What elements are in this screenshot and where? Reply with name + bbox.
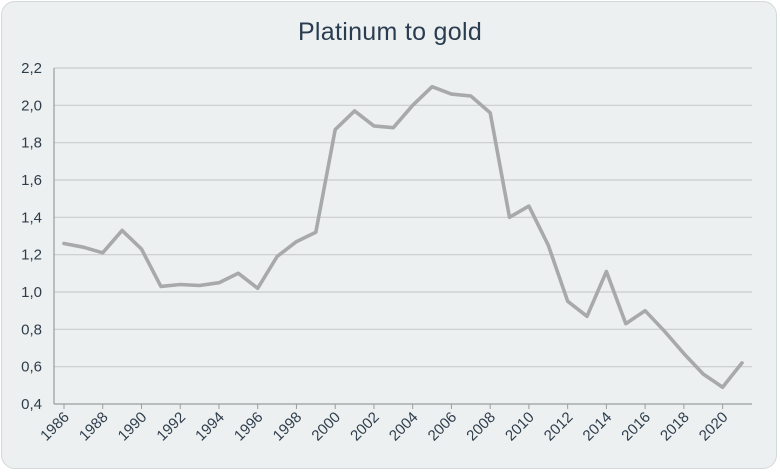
x-tick-label: 1994 [192,409,228,445]
x-tick-label: 1988 [76,409,112,445]
x-tick-label: 2002 [347,409,383,445]
series-group [62,84,744,390]
x-tick-label: 2012 [541,409,577,445]
x-tick-label: 2004 [386,409,422,445]
y-tick-label: 0,8 [21,321,42,338]
y-tick-label: 1,4 [21,209,42,226]
x-tick-label: 2020 [696,409,732,445]
y-tick-label: 0,6 [21,359,42,376]
y-tick-label: 0,4 [21,396,42,413]
x-tick-label: 1998 [270,409,306,445]
x-tick-label: 2014 [580,409,616,445]
x-tick-label: 1986 [37,409,73,445]
gridlines [54,67,752,368]
y-tick-label: 1,0 [21,284,42,301]
y-tick-label: 2,2 [21,60,42,77]
y-tick-label: 1,8 [21,135,42,152]
axes [53,68,752,405]
x-tick-label: 2010 [502,409,538,445]
x-tick-label: 1992 [153,409,189,445]
x-tick-label: 2000 [308,409,344,445]
x-tick-label: 2008 [463,409,499,445]
y-tick-label: 2,0 [21,97,42,114]
x-tick-label: 2016 [618,409,654,445]
x-axis-tick-labels: 1986 1988 1990 1992 1994 1996 1998 2000 2002 2004… [37,404,731,444]
series-line [62,84,744,390]
x-tick-label: 2006 [425,409,461,445]
y-axis-tick-labels: 0,4 0,6 0,8 1,0 1,2 1,4 1,6 1,8 2,0 2,2 [21,60,42,413]
y-tick-label: 1,2 [21,247,42,264]
y-tick-label: 1,6 [21,172,42,189]
x-tick-label: 1996 [231,409,267,445]
chart-title: Platinum to gold [297,18,483,46]
x-tick-label: 1990 [115,409,151,445]
x-tick-label: 2018 [657,409,693,445]
